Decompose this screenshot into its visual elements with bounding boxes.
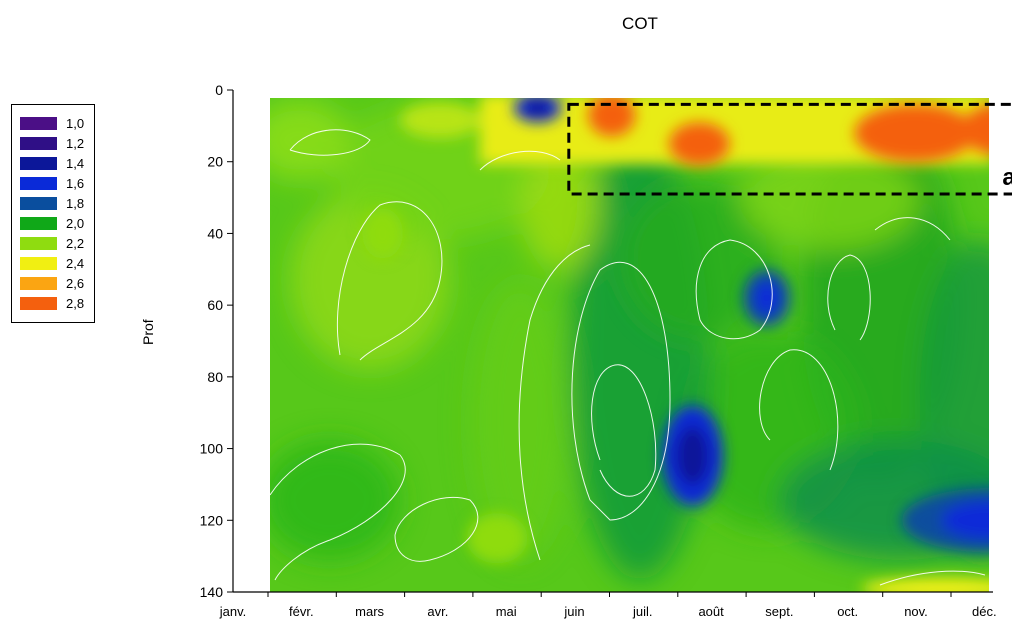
contour-line: [695, 239, 773, 340]
legend-label: 1,6: [66, 176, 85, 191]
legend-item: 1,2: [20, 136, 96, 151]
chart-legend: 1,0 1,2 1,4 1,6 1,8 2,0 2,2 2,4 2,6 2,8: [11, 104, 95, 323]
legend-swatch: [20, 217, 57, 230]
contour-feature-core: [977, 115, 989, 144]
legend-item: 1,0: [20, 116, 96, 131]
contour-feature-core: [675, 425, 710, 486]
y-tick-label: 80: [207, 369, 223, 385]
contour-line: [827, 254, 871, 341]
annotation-rect: [567, 102, 1012, 196]
legend-item: 1,6: [20, 176, 96, 191]
contour-feature-core: [682, 130, 717, 157]
contour-feature-core: [524, 99, 551, 117]
legend-label: 2,0: [66, 216, 85, 231]
contour-feature-core: [598, 102, 625, 129]
legend-label: 2,2: [66, 236, 85, 251]
legend-label: 1,0: [66, 116, 85, 131]
contour-line: [879, 570, 986, 586]
x-tick-label: janv.: [219, 604, 247, 619]
contour-line: [289, 129, 371, 156]
field-gradients: [270, 100, 989, 580]
legend-swatch: [20, 257, 57, 270]
contour-features: [362, 98, 989, 592]
x-tick-label: août: [698, 604, 724, 619]
legend-item: 2,0: [20, 216, 96, 231]
x-tick-label: déc.: [972, 604, 997, 619]
legend-swatch: [20, 157, 57, 170]
legend-swatch: [20, 277, 57, 290]
contour-field: [270, 98, 989, 592]
contour-line: [874, 217, 951, 241]
y-tick-label: 140: [200, 584, 224, 600]
legend-label: 1,2: [66, 136, 85, 151]
legend-item: 1,4: [20, 156, 96, 171]
legend-swatch: [20, 297, 57, 310]
contour-feature-core: [753, 280, 780, 316]
legend-item: 1,8: [20, 196, 96, 211]
legend-label: 2,6: [66, 276, 85, 291]
chart-title: COT: [622, 14, 658, 33]
contour-line: [518, 244, 591, 561]
x-tick-label: sept.: [765, 604, 793, 619]
legend-label: 2,8: [66, 296, 85, 311]
legend-swatch: [20, 137, 57, 150]
contour-line: [336, 201, 443, 361]
y-tick-label: 40: [207, 225, 223, 241]
contour-feature-core: [371, 218, 394, 249]
axes: 0 20 40 60 80 100 120 140 janv. févr. mars avr. mai j…: [200, 82, 997, 619]
x-tick-label: mars: [355, 604, 384, 619]
legend-item: 2,4: [20, 256, 96, 271]
contour-feature-core: [897, 581, 987, 592]
contour-line: [571, 261, 671, 521]
contour-line: [270, 443, 406, 581]
annotation-box: a: [567, 102, 1012, 196]
contour-line: [759, 349, 839, 471]
x-tick-label: avr.: [427, 604, 448, 619]
legend-item: 2,6: [20, 276, 96, 291]
contour-line: [479, 150, 561, 171]
x-tick-label: mai: [496, 604, 517, 619]
y-tick-label: 100: [200, 441, 224, 457]
contour-feature-core: [480, 523, 514, 554]
legend-label: 1,4: [66, 156, 85, 171]
legend-swatch: [20, 197, 57, 210]
x-tick-label: nov.: [904, 604, 928, 619]
contour-line: [591, 364, 657, 497]
annotation-label: a: [1002, 164, 1012, 191]
x-tick-label: juin: [563, 604, 584, 619]
legend-swatch: [20, 237, 57, 250]
contour-feature: [962, 104, 989, 155]
contour-feature-core: [941, 500, 989, 540]
legend-item: 2,2: [20, 236, 96, 251]
x-tick-label: févr.: [289, 604, 314, 619]
y-tick-label: 20: [207, 154, 223, 170]
y-tick-label: 120: [200, 512, 224, 528]
x-tick-label: oct.: [837, 604, 858, 619]
legend-swatch: [20, 177, 57, 190]
legend-label: 2,4: [66, 256, 85, 271]
y-tick-label: 60: [207, 297, 223, 313]
contour-feature-core: [881, 115, 949, 151]
legend-swatch: [20, 117, 57, 130]
contour-lines: [270, 129, 986, 586]
x-tick-label: juil.: [632, 604, 653, 619]
legend-label: 1,8: [66, 196, 85, 211]
contour-line: [394, 496, 479, 562]
legend-item: 2,8: [20, 296, 96, 311]
y-tick-label: 0: [215, 82, 223, 98]
